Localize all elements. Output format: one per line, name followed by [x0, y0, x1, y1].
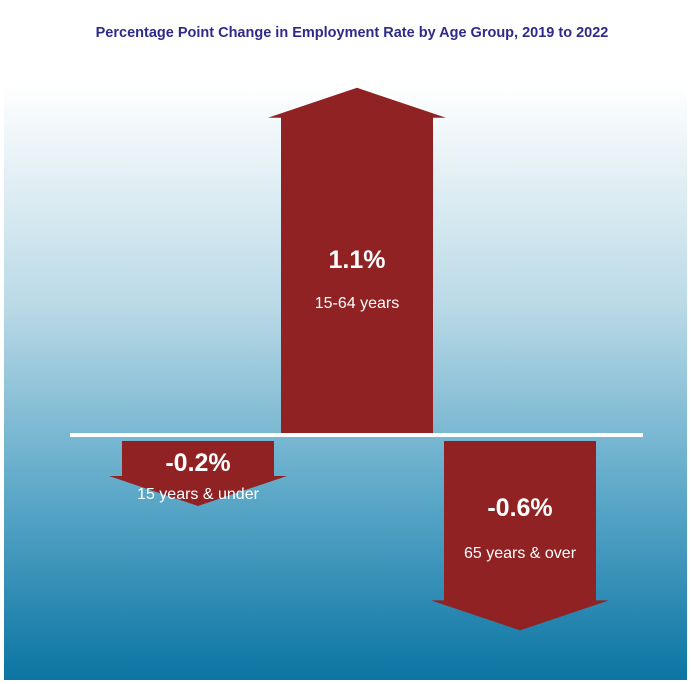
category-label-1: 15 years & under — [137, 486, 260, 503]
value-label-3: -0.6% — [487, 494, 552, 522]
arrow-bar-3 — [431, 441, 609, 631]
category-label-3: 65 years & over — [464, 545, 577, 562]
arrow-bar-2 — [268, 87, 446, 436]
chart-marks: -0.2% 15 years & under 1.1% 15-64 years -0.6… — [109, 87, 609, 631]
category-label-2: 15-64 years — [315, 295, 400, 312]
arrow-bar-1 — [109, 441, 287, 506]
value-label-1: -0.2% — [165, 449, 230, 477]
chart-title: Percentage Point Change in Employment Ra… — [96, 25, 609, 41]
value-label-2: 1.1% — [329, 246, 386, 274]
